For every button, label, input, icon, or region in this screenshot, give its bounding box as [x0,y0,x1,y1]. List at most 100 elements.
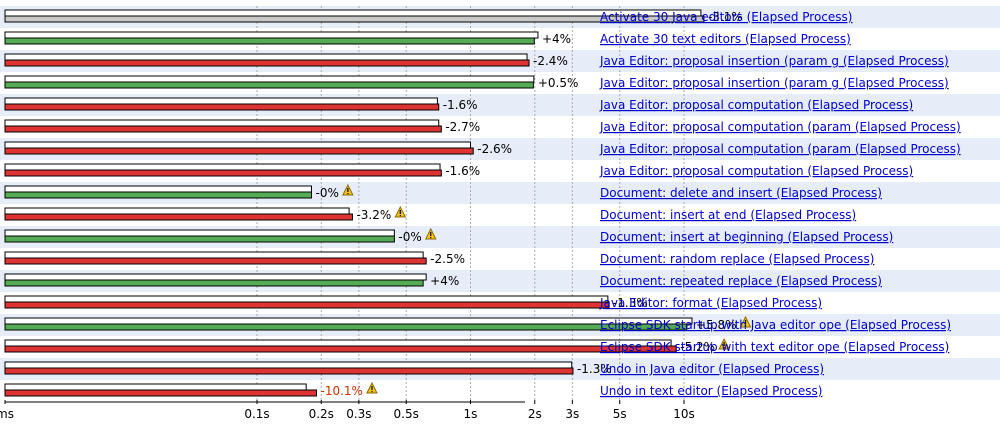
baseline-bar [4,31,539,39]
x-tick-label: 0.3s [346,407,371,421]
current-bar [4,235,395,243]
warning-dot [430,237,432,239]
scenario-link-label[interactable]: Undo in text editor (Elapsed Process) [600,384,822,398]
current-bar [4,213,353,221]
scenario-link[interactable]: Eclipse SDK startup with text editor ope… [600,340,949,354]
scenario-link[interactable]: Document: insert at end (Elapsed Process… [600,208,856,222]
row-band [595,248,1000,270]
bars [4,9,705,397]
scenario-link[interactable]: Java Editor: proposal computation (param… [599,142,961,156]
scenario-link-label[interactable]: Document: insert at end (Elapsed Process… [600,208,856,222]
delta-labels: -3.1% +4% -2.4% +0.5% -1.6% -2.7% -2.6% -1.6% -0… [316,10,743,398]
scenario-link-label[interactable]: Java Editor: proposal insertion (param g… [599,54,949,68]
scenario-link-label[interactable]: Java Editor: proposal computation (Elaps… [599,98,913,112]
delta-label: -2.7% [445,120,480,134]
baseline-bar [4,75,535,83]
scenario-link-label[interactable]: Java Editor: proposal computation (Elaps… [599,164,913,178]
scenario-link[interactable]: Eclipse SDK startup with Java editor ope… [600,318,951,332]
x-tick-label: 0.5s [394,407,419,421]
delta-label: -2.6% [477,142,512,156]
scenario-link-label[interactable]: Document: repeated replace (Elapsed Proc… [600,274,882,288]
warning-mark [430,232,432,236]
baseline-bar [4,229,395,237]
current-bar [4,15,705,23]
scenario-link-label[interactable]: Java Editor: proposal computation (param… [599,120,961,134]
scenario-link-label[interactable]: Undo in Java editor (Elapsed Process) [600,362,824,376]
warning-mark [399,210,401,214]
baseline-bar [4,141,471,149]
scenario-link[interactable]: Activate 30 Java editors (Elapsed Proces… [600,10,852,24]
delta-label: -3.2% [356,208,391,222]
warning-icon [366,381,378,394]
baseline-bar [4,185,313,193]
x-tick-label: 5s [613,407,627,421]
scenario-link-label[interactable]: Document: delete and insert (Elapsed Pro… [600,186,882,200]
current-bar [4,103,440,111]
delta-label: -2.4% [533,54,568,68]
baseline-bar [4,251,424,259]
warning-mark [723,342,725,346]
baseline-bar [4,97,438,105]
scenario-link-label[interactable]: Java Editor: proposal computation (param… [599,142,961,156]
scenario-link[interactable]: Java Editor: proposal computation (param… [599,120,961,134]
delta-label: +0.5% [538,76,579,90]
delta-label: -0% [398,230,421,244]
warning-dot [723,347,725,349]
scenario-link[interactable]: Java Editor: format (Elapsed Process) [599,296,822,310]
delta-label: +4% [430,274,459,288]
scenario-link[interactable]: Document: random replace (Elapsed Proces… [600,252,874,266]
scenario-link[interactable]: Document: insert at beginning (Elapsed P… [600,230,893,244]
warning-dot [744,325,747,327]
scenario-link[interactable]: Document: delete and insert (Elapsed Pro… [600,186,882,200]
row-band [595,160,1000,182]
scenario-link-label[interactable]: Eclipse SDK startup with Java editor ope… [600,318,951,332]
scenario-link-label[interactable]: Java Editor: format (Elapsed Process) [599,296,822,310]
baseline-bar [4,53,528,61]
warning-icons [342,183,752,394]
row-band [595,380,1000,402]
current-bar [4,81,534,89]
scenario-link-label[interactable]: Document: random replace (Elapsed Proces… [600,252,874,266]
scenario-link[interactable]: Document: repeated replace (Elapsed Proc… [600,274,882,288]
scenario-link-label[interactable]: Activate 30 Java editors (Elapsed Proces… [600,10,852,24]
warning-icon [342,183,354,196]
warning-dot [347,193,349,195]
warning-dot [371,391,373,393]
scenario-link[interactable]: Activate 30 text editors (Elapsed Proces… [600,32,851,46]
warning-icon [739,315,752,328]
x-tick-label: ms [0,407,14,421]
baseline-bar [4,383,307,391]
baseline-bar [4,317,693,325]
delta-label: -0% [316,186,339,200]
delta-label: +5.8% [696,318,737,332]
warning-mark [347,188,349,192]
baseline-bar [4,273,427,281]
scenario-link[interactable]: Java Editor: proposal computation (Elaps… [599,98,913,112]
scenario-link-label[interactable]: Document: insert at beginning (Elapsed P… [600,230,893,244]
delta-label: -3.1% [708,10,743,24]
current-bar [4,279,424,287]
scenario-links: Activate 30 Java editors (Elapsed Proces… [599,10,961,398]
delta-label: +4% [542,32,571,46]
current-bar [4,59,530,67]
current-bar [4,323,688,331]
row-band [595,204,1000,226]
warning-mark [371,386,373,390]
baseline-bar [4,361,573,369]
x-tick-label: 2s [528,407,542,421]
scenario-link-label[interactable]: Activate 30 text editors (Elapsed Proces… [600,32,851,46]
scenario-link-label[interactable]: Eclipse SDK startup with text editor ope… [600,340,949,354]
scenario-link[interactable]: Undo in text editor (Elapsed Process) [600,384,822,398]
scenario-link[interactable]: Java Editor: proposal insertion (param g… [599,76,949,90]
warning-mark [744,320,747,324]
scenario-link-label[interactable]: Java Editor: proposal insertion (param g… [599,76,949,90]
row-band [595,336,1000,358]
delta-label: -1.6% [443,98,478,112]
scenario-link[interactable]: Java Editor: proposal insertion (param g… [599,54,949,68]
scenario-link[interactable]: Undo in Java editor (Elapsed Process) [600,362,824,376]
scenario-link[interactable]: Java Editor: proposal computation (Elaps… [599,164,913,178]
x-tick-label: 10s [673,407,695,421]
baseline-bar [4,339,672,347]
current-bar [4,345,677,353]
